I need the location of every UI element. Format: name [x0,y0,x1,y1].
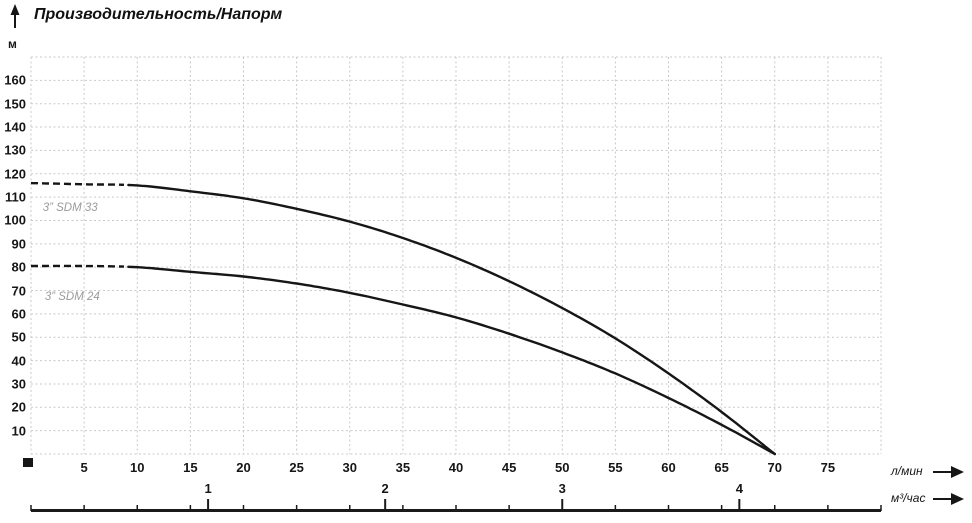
x-axis-tick-label: 35 [395,460,411,475]
axis-right-arrow-lmin-head [951,466,964,478]
y-axis-tick-label: 100 [4,212,26,228]
x-axis-tick-label: 60 [661,460,676,475]
x-axis-tick-label: 15 [183,460,198,475]
x-axis-tick-label: 5 [80,460,88,475]
y-axis-tick-label: 110 [5,189,26,205]
x-axis-tick-label: 55 [608,460,623,475]
y-axis-tick-label: 80 [11,259,26,275]
secondary-x-tick-label: 1 [204,481,212,496]
y-axis-tick-label: 60 [11,306,26,322]
curve-solid-segment [127,265,776,456]
x-axis-tick-label: 20 [236,460,251,475]
y-axis-tick-label: 50 [11,329,26,345]
y-axis-tick-label: 160 [4,72,26,88]
series-label: 3” SDM 24 [44,290,100,303]
secondary-x-tick-label: 3 [558,481,566,496]
curve-dashed-segment [30,181,125,186]
axis-up-arrow-head [10,4,20,15]
y-axis-tick-label: 90 [11,236,26,252]
y-axis-unit-label: м [8,37,17,51]
y-axis-tick-label: 20 [11,399,26,415]
x-axis-tick-label: 50 [555,460,570,475]
secondary-x-tick-label: 2 [381,481,389,496]
y-axis-tick-label: 140 [4,119,26,135]
x-axis-tick-label: 70 [767,460,782,475]
x-axis-tick-label: 30 [342,460,357,475]
x-axis-tick-label: 45 [501,460,517,475]
axis-right-arrow-m3h-head [951,493,964,505]
curve-solid-segment [127,183,776,456]
x-axis-tick-label: 10 [130,460,145,475]
x-axis-tick-label: 75 [820,460,836,475]
x-axis-unit-lmin-label: л/мин [891,464,923,478]
y-axis-tick-label: 40 [11,353,26,369]
y-axis-tick-label: 130 [4,142,26,158]
chart-title: Производительность/Напорм [34,6,283,23]
x-axis-tick-label: 25 [289,460,304,475]
y-axis-tick-label: 30 [11,376,26,392]
y-axis-tick-label: 10 [11,423,26,439]
x-axis-tick-label: 65 [714,460,729,475]
y-axis-tick-label: 150 [4,96,26,112]
x-axis-unit-m3h-label: м³/час [891,491,926,505]
origin-square-marker [23,458,33,467]
y-axis-tick-label: 70 [11,283,26,299]
curve-dashed-segment [31,264,125,268]
y-axis-tick-label: 120 [4,166,26,182]
series-label: 3” SDM 33 [42,201,98,214]
secondary-x-tick-label: 4 [735,481,743,496]
x-axis-tick-label: 40 [448,460,464,475]
